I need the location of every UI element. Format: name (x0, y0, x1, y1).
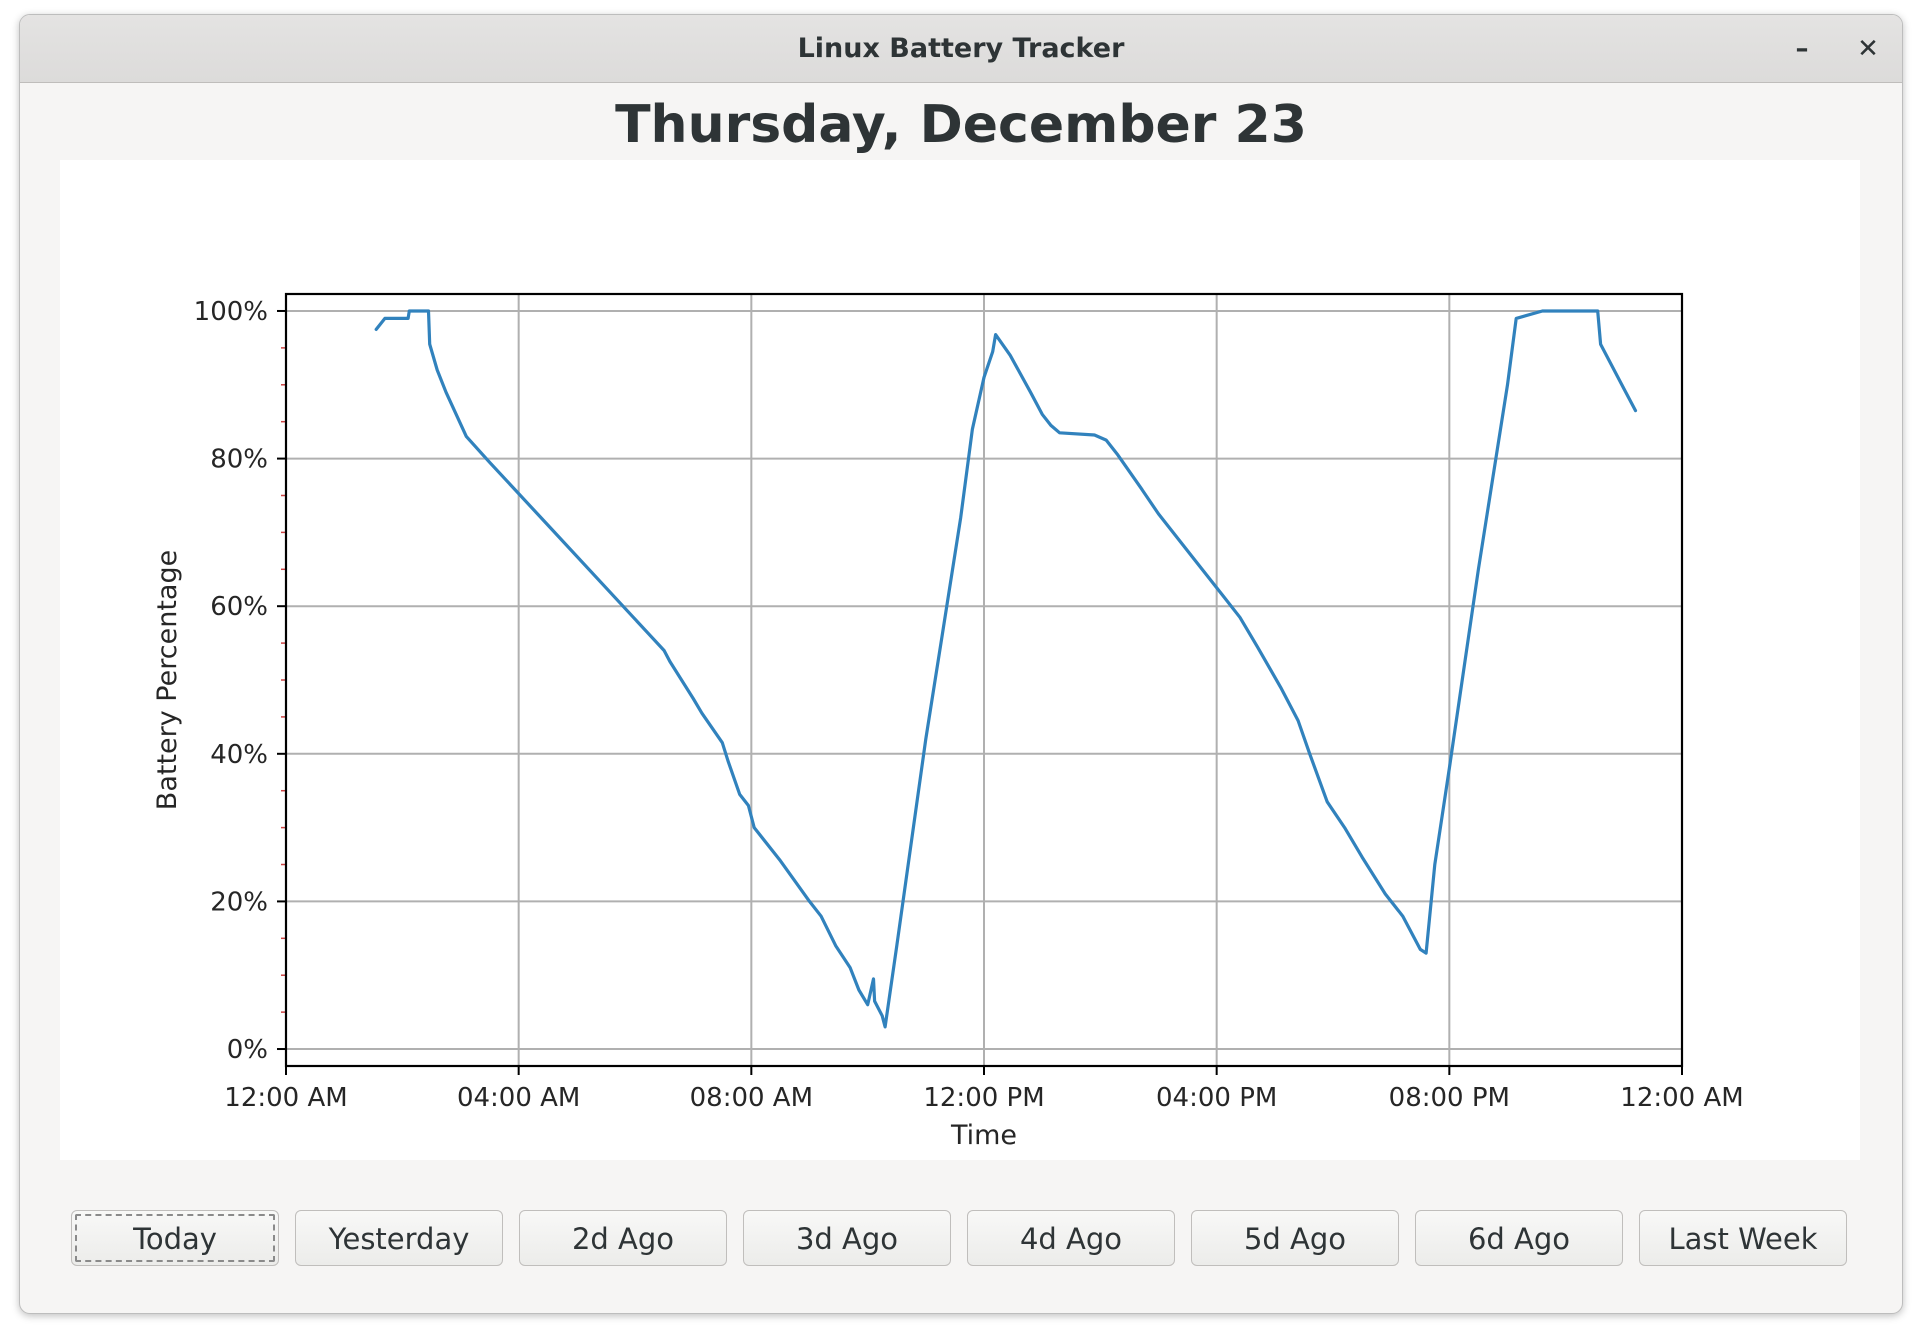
x-tick-label: 04:00 AM (457, 1083, 580, 1113)
y-tick-label: 20% (210, 887, 268, 917)
app-window: Linux Battery Tracker – ✕ Thursday, Dece… (19, 14, 1903, 1314)
close-icon[interactable]: ✕ (1857, 34, 1879, 64)
day-selector-bar: Today Yesterday 2d Ago 3d Ago 4d Ago 5d Ago 6d… (71, 1210, 1851, 1268)
y-tick-label: 60% (210, 592, 268, 622)
day-button-today[interactable]: Today (71, 1210, 279, 1266)
day-button-4d-ago[interactable]: 4d Ago (967, 1210, 1175, 1266)
date-heading: Thursday, December 23 (615, 95, 1307, 155)
day-button-2d-ago[interactable]: 2d Ago (519, 1210, 727, 1266)
y-tick-label: 40% (210, 740, 268, 770)
title-bar[interactable]: Linux Battery Tracker – ✕ (20, 15, 1902, 83)
battery-chart: 12:00 AM 04:00 AM 08:00 AM 12:00 PM 04:00 PM… (60, 160, 1860, 1160)
x-tick-label: 12:00 PM (923, 1083, 1044, 1113)
x-tick-label: 12:00 AM (224, 1083, 347, 1113)
minimize-icon[interactable]: – (1795, 34, 1809, 64)
battery-chart-svg: 12:00 AM 04:00 AM 08:00 AM 12:00 PM 04:00 PM… (152, 292, 1744, 1151)
day-button-5d-ago[interactable]: 5d Ago (1191, 1210, 1399, 1266)
y-tick-label: 100% (194, 297, 268, 327)
x-tick-label: 12:00 AM (1620, 1083, 1743, 1113)
day-button-3d-ago[interactable]: 3d Ago (743, 1210, 951, 1266)
x-tick-label: 08:00 PM (1389, 1083, 1510, 1113)
y-tick-label: 80% (210, 445, 268, 475)
y-axis-label: Battery Percentage (152, 550, 183, 810)
window-title: Linux Battery Tracker (797, 33, 1125, 64)
battery-series-line (374, 309, 1638, 1029)
day-button-6d-ago[interactable]: 6d Ago (1415, 1210, 1623, 1266)
x-axis-label: Time (950, 1120, 1017, 1151)
x-tick-label: 08:00 AM (690, 1083, 813, 1113)
day-button-yesterday[interactable]: Yesterday (295, 1210, 503, 1266)
x-tick-label: 04:00 PM (1156, 1083, 1277, 1113)
day-button-last-week[interactable]: Last Week (1639, 1210, 1847, 1266)
y-tick-label: 0% (227, 1035, 268, 1065)
